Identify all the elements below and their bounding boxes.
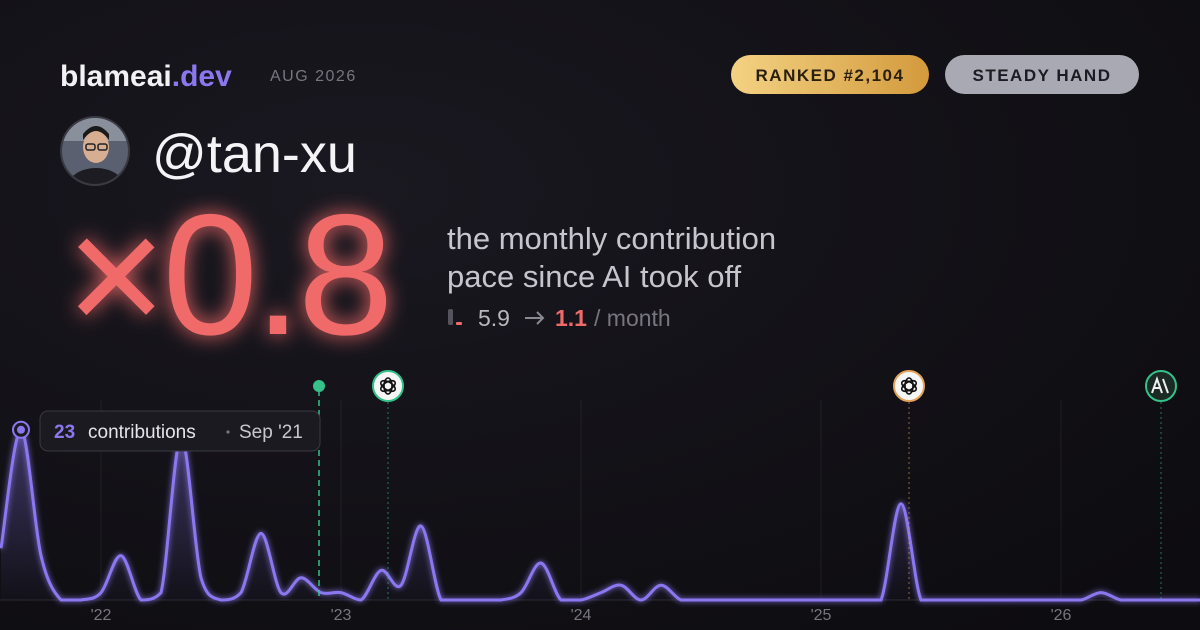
- multiplier: ×0.8: [66, 179, 390, 371]
- style-badge: [945, 55, 1139, 94]
- caption-line: pace since AI took off: [447, 259, 742, 294]
- x-tick-label: '23: [331, 607, 352, 624]
- openai-logo: [379, 377, 397, 395]
- style-text: STEADY HAND: [973, 66, 1112, 85]
- period: AUG 2026: [270, 68, 357, 85]
- area: [1, 429, 1200, 601]
- brand: blameai.dev: [60, 60, 232, 93]
- avatar: [60, 116, 130, 186]
- tooltip-label: contributions: [88, 422, 196, 443]
- anthropic-logo: [1151, 376, 1169, 394]
- after-bar: [456, 322, 462, 325]
- event-markers: [313, 370, 1177, 600]
- tooltip-value: 23: [54, 422, 75, 443]
- anthropic-icon: [1145, 370, 1177, 402]
- tooltip-date: Sep '21: [239, 422, 303, 443]
- x-tick-label: '26: [1051, 607, 1072, 624]
- x-tick-label: '22: [91, 607, 112, 624]
- before-bar: [448, 309, 453, 325]
- openai-logo: [900, 377, 918, 395]
- x-tick-label: '24: [571, 607, 592, 624]
- openai-icon: [372, 370, 404, 402]
- caption-line: the monthly contribution: [447, 221, 776, 256]
- brand-name: blameai: [60, 60, 172, 93]
- arrow: [525, 311, 545, 325]
- tooltip-box: [39, 410, 321, 452]
- openai-icon: [893, 370, 925, 402]
- tooltip: 23 contributions Sep '21: [39, 410, 321, 452]
- before-value: 5.9: [478, 305, 510, 331]
- rank-text: RANKED #2,104: [756, 66, 905, 85]
- brand-tld: .dev: [172, 60, 232, 93]
- after-value: 1.1: [555, 305, 587, 331]
- separator: [226, 430, 230, 434]
- handle: @tan-xu: [152, 124, 357, 184]
- highlight-point: [17, 425, 25, 434]
- mini-bars: [448, 309, 462, 325]
- unit: / month: [594, 305, 671, 331]
- rank-badge: [731, 55, 929, 94]
- marker-dot: [313, 380, 325, 392]
- x-tick-label: '25: [811, 607, 832, 624]
